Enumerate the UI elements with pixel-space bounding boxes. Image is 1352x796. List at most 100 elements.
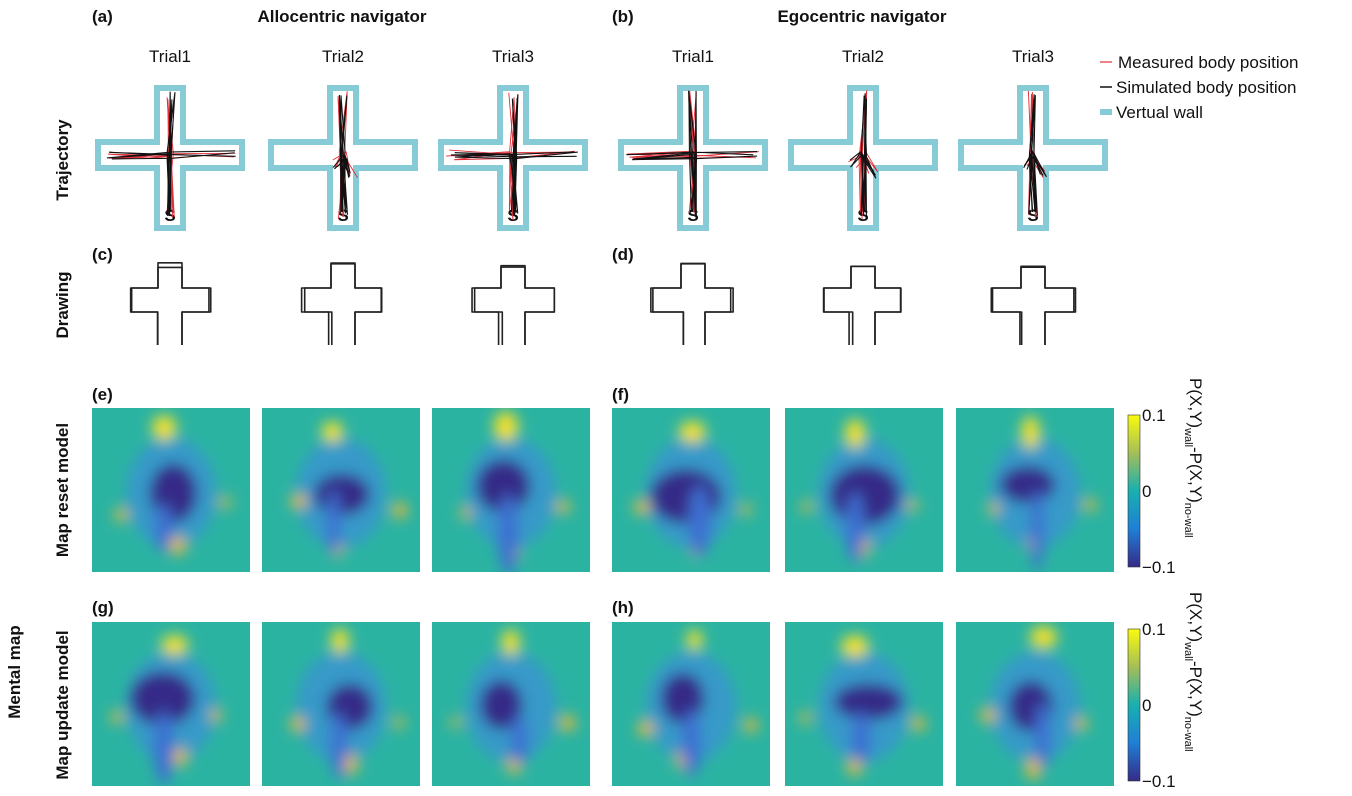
heatmap-blob [1075,716,1088,731]
heatmap [956,622,1114,786]
heatmap-blob [510,715,528,765]
heatmap-blob [1021,415,1040,449]
virtual-wall [438,85,588,231]
heatmap [432,622,590,786]
sketch-stroke [473,266,556,345]
colorbar-label-part: -P(X,Y) [1186,661,1205,717]
heatmap-blobs [637,629,758,777]
heatmap-blob [173,747,188,767]
row-label: Mental map [5,625,24,719]
header: Egocentric navigator [777,7,946,26]
panel-label: (g) [92,598,114,617]
trajectory-path [1026,94,1044,214]
heatmap-blob [1030,489,1045,572]
panel-label: (a) [92,7,113,26]
trial-label: Trial3 [492,47,534,66]
sketch-stroke [650,262,732,345]
heatmap-blob [480,680,523,730]
trajectory-path [449,92,571,220]
virtual-wall [788,85,938,231]
heatmap-blob [326,488,341,556]
trajectory-path [111,92,235,216]
heatmap-blob [686,629,703,650]
heatmap-blob [450,717,461,728]
heatmap-blob [688,485,711,558]
heatmap-blob [744,718,758,733]
heatmap-blobs [290,421,408,557]
heatmap-blob [114,508,128,522]
heatmap-blob [980,708,997,723]
sketch-stroke [303,262,383,345]
heatmap-blob [1000,466,1055,503]
trial-label: Trial1 [149,47,191,66]
heatmap-blobs [460,411,570,572]
trajectory-path [848,90,879,220]
heatmap [612,622,770,786]
colorbar-tick-label: −0.1 [1142,772,1176,791]
sketch-stroke [300,263,383,345]
heatmap-blobs [450,629,576,774]
trajectory-path [108,99,228,213]
sketch-stroke [130,266,212,345]
legend-label: Vertual wall [1116,103,1203,122]
virtual-wall [958,85,1108,231]
heatmap-blob [1034,702,1051,769]
heatmap-blob [845,491,865,563]
heatmap-blobs [988,415,1097,572]
virtual-wall [618,85,768,231]
colorbar-label-part: P(X,Y) [1186,592,1205,642]
heatmap-blob [392,502,408,519]
heatmap [432,408,590,572]
drawing-sketch [650,262,734,345]
heatmap-blob [678,421,706,443]
heatmap-blob [634,499,650,515]
colorbar-label-part: P(X,Y) [1186,378,1205,428]
heatmap-blob [160,635,189,656]
heatmap-blob [851,712,871,764]
trajectory-path [454,94,578,214]
heatmap-blob [650,469,721,524]
heatmap-blobs [801,418,919,563]
legend-label: Simulated body position [1116,78,1297,97]
heatmap-blob [800,711,811,725]
heatmap [956,408,1114,572]
heatmap-blob [331,628,349,654]
sketch-stroke [822,265,902,345]
heatmap-blob [1025,757,1042,780]
heatmap-blob [460,507,472,519]
heatmap-blob [493,411,519,442]
heatmap-blobs [110,635,222,785]
colorbar-label: P(X,Y)wall-P(X,Y)no-wall [1182,592,1205,752]
start-marker: S [1027,206,1038,225]
heatmap-blob [290,716,306,732]
heatmap-blob [210,708,222,723]
panel-label: (h) [612,598,634,617]
heatmap [785,622,943,786]
trajectory-panel: S [438,85,588,231]
trajectory-path [632,96,758,216]
colorbar-tick-label: 0 [1142,696,1151,715]
sketch-stroke [823,265,902,345]
colorbar [1127,414,1141,568]
heatmap-blob [844,418,866,449]
heatmap-blob [169,536,187,555]
heatmap-blob [829,465,901,525]
trajectory-path [336,95,350,213]
panel-label: (b) [612,7,634,26]
sketch-stroke [471,264,556,345]
heatmap-blob [152,415,177,441]
trial-label: Trial3 [1012,47,1054,66]
heatmap-blob [290,493,307,509]
heatmap-blob [153,710,174,785]
heatmap-blobs [114,415,231,555]
heatmap-blob [330,712,348,780]
trajectory-path [626,90,754,220]
trajectory-panel: S [95,85,245,231]
heatmap-blobs [290,628,404,780]
colorbar-label-part: -P(X,Y) [1186,447,1205,503]
heatmap [92,408,250,572]
drawing-sketch [129,261,212,345]
sketch-stroke [990,266,1077,345]
heatmap-blob [321,421,343,443]
heatmap-blob [501,629,520,656]
